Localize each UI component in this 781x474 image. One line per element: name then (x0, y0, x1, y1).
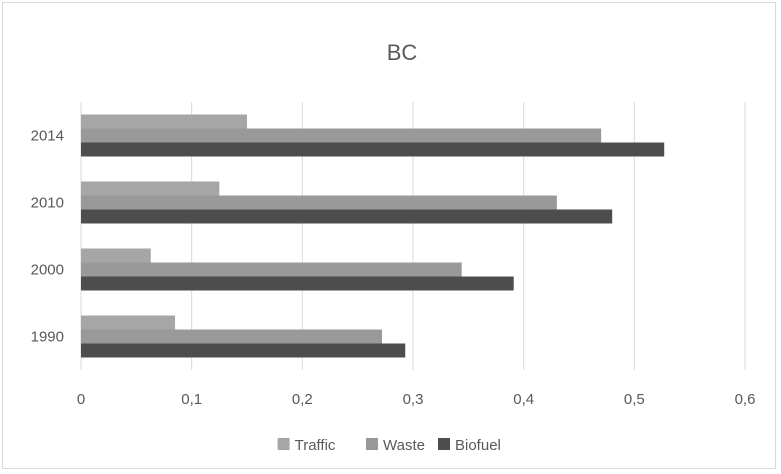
x-tick-label: 0 (77, 391, 85, 408)
bar-waste-1990 (81, 329, 383, 344)
y-tick-label: 2014 (31, 128, 64, 145)
bar-waste-2000 (81, 262, 462, 277)
legend-label-biofuel: Biofuel (455, 437, 501, 454)
legend: Traffic Waste Biofuel (277, 437, 501, 454)
x-tick-label: 0,4 (513, 391, 534, 408)
legend-swatch-biofuel (438, 438, 450, 450)
legend-swatch-waste (366, 438, 378, 450)
bar-waste-2014 (81, 128, 602, 143)
bar-biofuel-2000 (81, 276, 514, 291)
bar-traffic-1990 (81, 315, 176, 330)
legend-label-traffic: Traffic (295, 437, 336, 454)
bar-biofuel-2014 (81, 142, 665, 157)
legend-label-waste: Waste (383, 437, 425, 454)
bar-biofuel-1990 (81, 343, 406, 358)
x-tick-label: 0,5 (624, 391, 645, 408)
bar-traffic-2014 (81, 114, 247, 129)
bar-waste-2010 (81, 195, 557, 210)
bar-biofuel-2010 (81, 209, 613, 224)
bar-traffic-2010 (81, 181, 220, 196)
y-tick-label: 2010 (31, 195, 64, 212)
x-tick-label: 0,1 (181, 391, 202, 408)
x-tick-label: 0,2 (292, 391, 313, 408)
y-axis-labels: 1990 2000 2010 2014 (31, 128, 64, 346)
x-tick-label: 0,6 (735, 391, 756, 408)
x-axis-labels: 0 0,1 0,2 0,3 0,4 0,5 0,6 (77, 391, 756, 408)
bars (81, 114, 665, 358)
legend-swatch-traffic (277, 438, 290, 450)
x-tick-label: 0,3 (403, 391, 424, 408)
y-tick-label: 1990 (31, 329, 64, 346)
bar-traffic-2000 (81, 248, 151, 263)
chart-title: BC (387, 40, 418, 65)
y-tick-label: 2000 (31, 262, 64, 279)
chart-frame (2, 2, 776, 469)
